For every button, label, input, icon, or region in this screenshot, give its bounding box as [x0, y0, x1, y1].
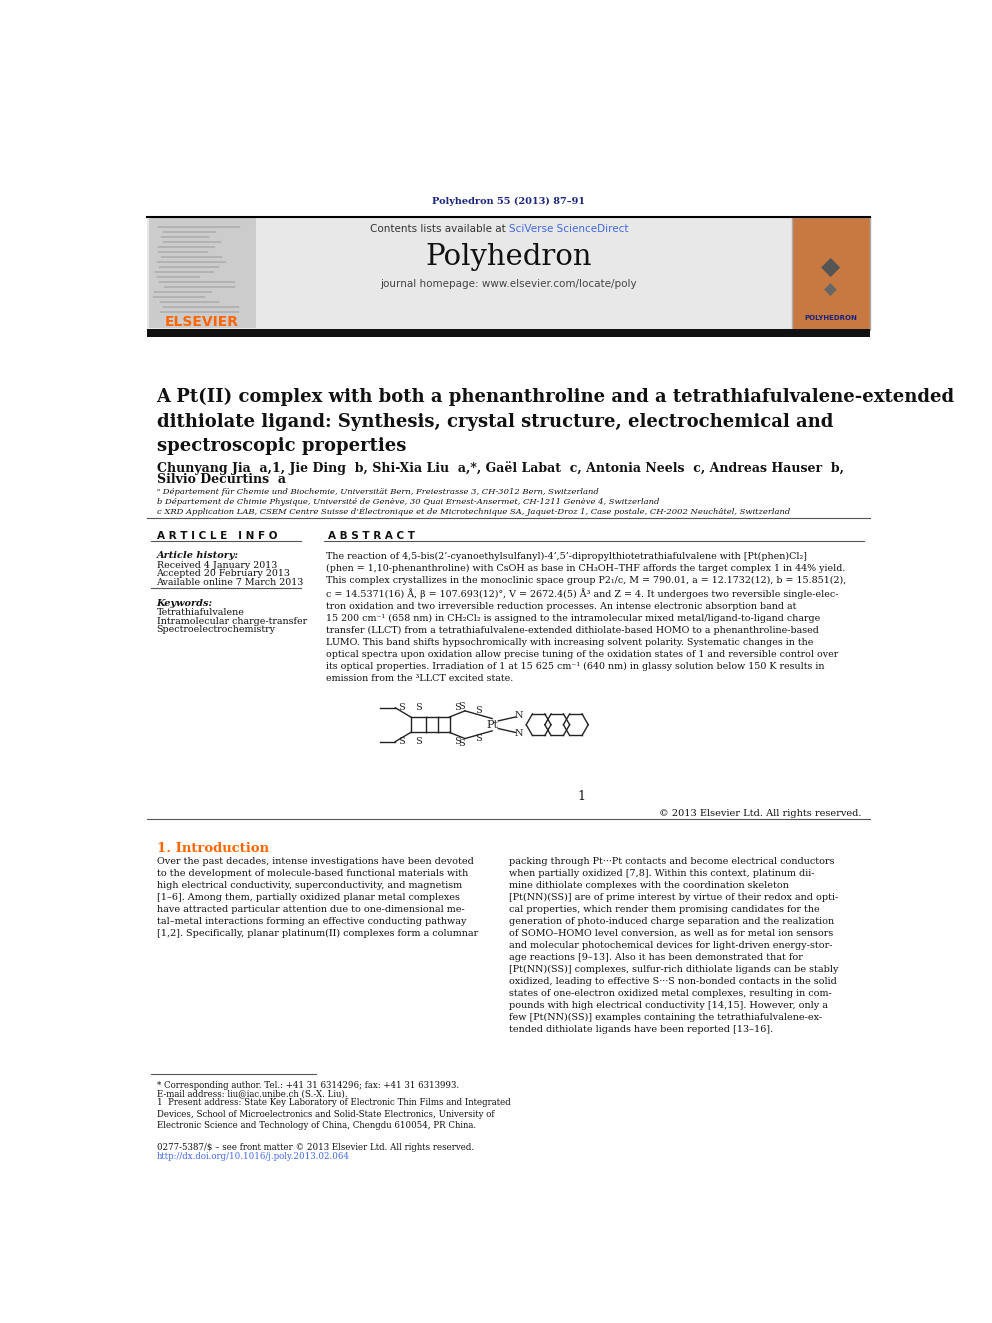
Text: N: N — [515, 710, 524, 720]
Text: S: S — [475, 734, 482, 744]
Text: 0277-5387/$ – see front matter © 2013 Elsevier Ltd. All rights reserved.: 0277-5387/$ – see front matter © 2013 El… — [157, 1143, 473, 1152]
Text: Polyhedron: Polyhedron — [426, 243, 591, 271]
Text: Contents lists available at: Contents lists available at — [370, 224, 509, 234]
Text: © 2013 Elsevier Ltd. All rights reserved.: © 2013 Elsevier Ltd. All rights reserved… — [660, 810, 862, 819]
Text: Intramolecular charge-transfer: Intramolecular charge-transfer — [157, 617, 307, 626]
Text: S: S — [457, 701, 464, 710]
Text: Available online 7 March 2013: Available online 7 March 2013 — [157, 578, 304, 586]
Text: * Corresponding author. Tel.: +41 31 6314296; fax: +41 31 6313993.: * Corresponding author. Tel.: +41 31 631… — [157, 1081, 458, 1090]
Text: ◆: ◆ — [821, 254, 840, 279]
Text: http://dx.doi.org/10.1016/j.poly.2013.02.064: http://dx.doi.org/10.1016/j.poly.2013.02… — [157, 1152, 349, 1162]
Text: Spectroelectrochemistry: Spectroelectrochemistry — [157, 626, 276, 635]
FancyBboxPatch shape — [149, 218, 256, 328]
Text: POLYHEDRON: POLYHEDRON — [805, 315, 857, 321]
Text: Chunyang Jia  a,1, Jie Ding  b, Shi-Xia Liu  a,*, Gaël Labat  c, Antonia Neels  : Chunyang Jia a,1, Jie Ding b, Shi-Xia Li… — [157, 462, 843, 475]
Text: ᵃ Département für Chemie und Biochemie, Universität Bern, Freiestrasse 3, CH-301: ᵃ Département für Chemie und Biochemie, … — [157, 488, 598, 496]
FancyBboxPatch shape — [147, 329, 870, 337]
Text: S: S — [457, 738, 464, 747]
Text: Article history:: Article history: — [157, 552, 239, 561]
Text: S: S — [415, 737, 422, 746]
Text: 1. Introduction: 1. Introduction — [157, 841, 269, 855]
Text: journal homepage: www.elsevier.com/locate/poly: journal homepage: www.elsevier.com/locat… — [380, 279, 637, 290]
Text: Tetrathiafulvalene: Tetrathiafulvalene — [157, 609, 244, 618]
Text: Over the past decades, intense investigations have been devoted
to the developme: Over the past decades, intense investiga… — [157, 857, 478, 938]
Text: Received 4 January 2013: Received 4 January 2013 — [157, 561, 277, 570]
Text: SciVerse ScienceDirect: SciVerse ScienceDirect — [509, 224, 629, 234]
Text: S: S — [398, 737, 405, 746]
Text: b Département de Chimie Physique, Université de Genève, 30 Quai Ernest-Ansermet,: b Département de Chimie Physique, Univer… — [157, 497, 659, 505]
Text: S: S — [398, 704, 405, 712]
FancyBboxPatch shape — [147, 217, 870, 329]
Text: c XRD Application LAB, CSEM Centre Suisse d’Électronique et de Microtechnique SA: c XRD Application LAB, CSEM Centre Suiss… — [157, 507, 790, 516]
Text: ◆: ◆ — [824, 280, 837, 299]
Text: Keywords:: Keywords: — [157, 599, 212, 609]
Text: S: S — [415, 704, 422, 712]
Text: A B S T R A C T: A B S T R A C T — [327, 531, 415, 541]
Text: N: N — [515, 729, 524, 738]
Text: S: S — [454, 704, 460, 712]
Text: ELSEVIER: ELSEVIER — [165, 315, 238, 329]
Text: The reaction of 4,5-bis(2’-cyanoethylsulfanyl)-4’,5’-dipropylthiotetrathiafulval: The reaction of 4,5-bis(2’-cyanoethylsul… — [325, 552, 846, 684]
Text: S: S — [454, 737, 460, 746]
Text: A Pt(II) complex with both a phenanthroline and a tetrathiafulvalene-extended
di: A Pt(II) complex with both a phenanthrol… — [157, 388, 954, 455]
Text: 1  Present address: State Key Laboratory of Electronic Thin Films and Integrated: 1 Present address: State Key Laboratory … — [157, 1098, 510, 1130]
Text: Silvio Decurtins  a: Silvio Decurtins a — [157, 472, 286, 486]
FancyBboxPatch shape — [792, 217, 870, 329]
Text: S: S — [475, 706, 482, 716]
Text: Accepted 20 February 2013: Accepted 20 February 2013 — [157, 569, 291, 578]
Text: packing through Pt···Pt contacts and become electrical conductors
when partially: packing through Pt···Pt contacts and bec… — [509, 857, 838, 1033]
Text: 1: 1 — [577, 790, 585, 803]
Text: A R T I C L E   I N F O: A R T I C L E I N F O — [157, 531, 277, 541]
Text: Polyhedron 55 (2013) 87–91: Polyhedron 55 (2013) 87–91 — [432, 197, 585, 206]
Text: E-mail address: liu@iac.unibe.ch (S.-X. Liu).: E-mail address: liu@iac.unibe.ch (S.-X. … — [157, 1090, 347, 1098]
Text: Pt: Pt — [486, 720, 498, 730]
